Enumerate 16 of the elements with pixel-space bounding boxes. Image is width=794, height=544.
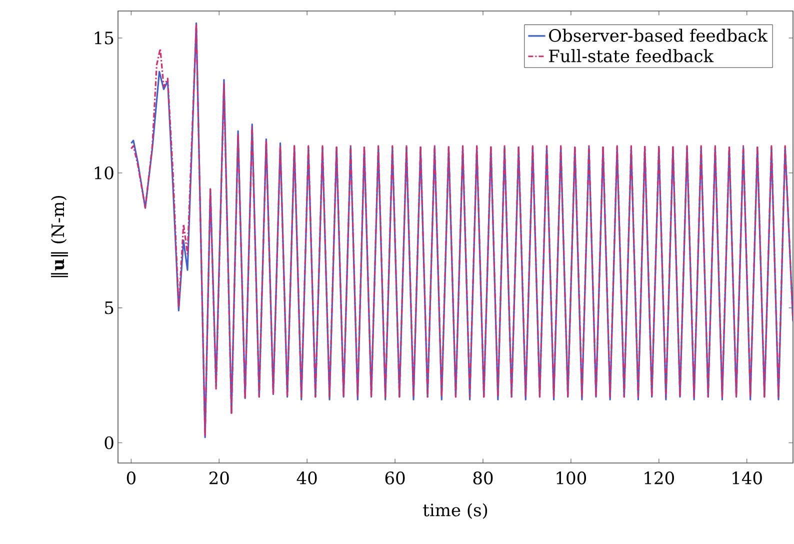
x-tick-label: 60 — [385, 472, 405, 484]
x-axis-title: time (s) — [423, 503, 488, 519]
x-tick-label: 140 — [732, 472, 762, 484]
x-tick-label: 100 — [556, 472, 586, 484]
x-tick-label: 40 — [296, 472, 317, 484]
legend-label: Full-state feedback — [549, 49, 714, 62]
y-tick-label: 15 — [94, 32, 114, 44]
legend-label: Observer-based feedback — [549, 28, 768, 42]
y-tick-label: 5 — [105, 302, 114, 314]
y-tick-label: 0 — [104, 436, 114, 450]
x-tick-label: 80 — [473, 472, 493, 484]
x-tick-label: 120 — [644, 472, 674, 484]
x-tick-label: 0 — [126, 472, 136, 484]
y-tick-label: 10 — [94, 166, 114, 180]
y-axis-title: ‖u‖ (N-m) — [50, 196, 68, 278]
x-tick-label: 20 — [209, 472, 229, 484]
